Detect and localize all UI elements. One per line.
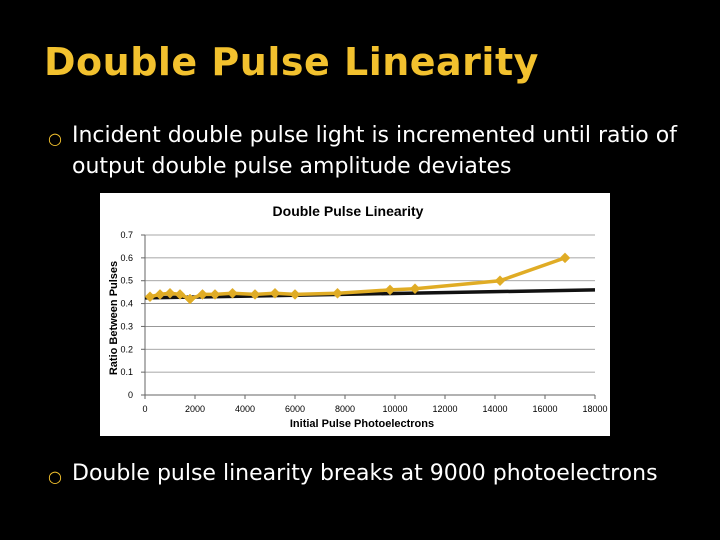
data-point — [249, 289, 261, 300]
y-tick-label: 0.2 — [120, 344, 133, 354]
data-point — [559, 252, 571, 264]
x-axis-label: Initial Pulse Photoelectrons — [290, 418, 434, 430]
data-point — [197, 289, 208, 300]
data-point — [332, 287, 343, 299]
fit-line — [144, 288, 596, 300]
bullet-circle-icon: ○ — [48, 467, 62, 486]
x-tick-label: 18000 — [582, 404, 607, 414]
chart-title: Double Pulse Linearity — [273, 203, 424, 219]
x-tick-label: 8000 — [335, 404, 355, 414]
bullet-text: Double pulse linearity breaks at 9000 ph… — [72, 461, 658, 486]
data-point — [184, 293, 196, 305]
y-tick-label: 0.4 — [120, 299, 133, 309]
data-point — [384, 284, 396, 296]
data-point — [174, 289, 186, 300]
x-tick-label: 16000 — [532, 404, 557, 414]
bullet-incident: ○ Incident double pulse light is increme… — [48, 120, 708, 182]
y-tick-label: 0.1 — [120, 367, 133, 377]
plot-area: 0 0.1 0.2 0.3 0.4 0.5 0.6 0.7 0 2000 4000 6000 8000 1… — [120, 230, 607, 414]
x-tick-label: 12000 — [432, 404, 457, 414]
y-tick-label: 0 — [128, 390, 133, 400]
data-line — [149, 256, 566, 301]
x-tick-label: 2000 — [185, 404, 205, 414]
y-tick-label: 0.6 — [120, 253, 133, 263]
x-tick-label: 14000 — [482, 404, 507, 414]
data-point — [494, 275, 506, 287]
x-tick-label: 10000 — [382, 404, 407, 414]
y-tick-label: 0.3 — [120, 321, 133, 331]
y-tick-label: 0.7 — [120, 230, 133, 240]
data-point — [144, 291, 156, 303]
slide-title: Double Pulse Linearity — [44, 40, 539, 84]
data-point — [154, 289, 166, 300]
data-point — [227, 287, 238, 299]
data-point — [409, 283, 421, 295]
x-tick-label: 0 — [142, 404, 147, 414]
data-point — [289, 289, 301, 300]
y-tick-label: 0.5 — [120, 276, 133, 286]
bullet-text: Incident double pulse light is increment… — [72, 123, 677, 179]
data-point — [164, 287, 176, 299]
data-point — [269, 287, 281, 299]
bullet-breakpoint: ○ Double pulse linearity breaks at 9000 … — [48, 458, 708, 489]
bullet-circle-icon: ○ — [48, 129, 62, 148]
data-point — [209, 289, 221, 300]
y-axis-label: Ratio Between Pulses — [108, 261, 120, 375]
x-tick-label: 6000 — [285, 404, 305, 414]
x-tick-label: 4000 — [235, 404, 255, 414]
